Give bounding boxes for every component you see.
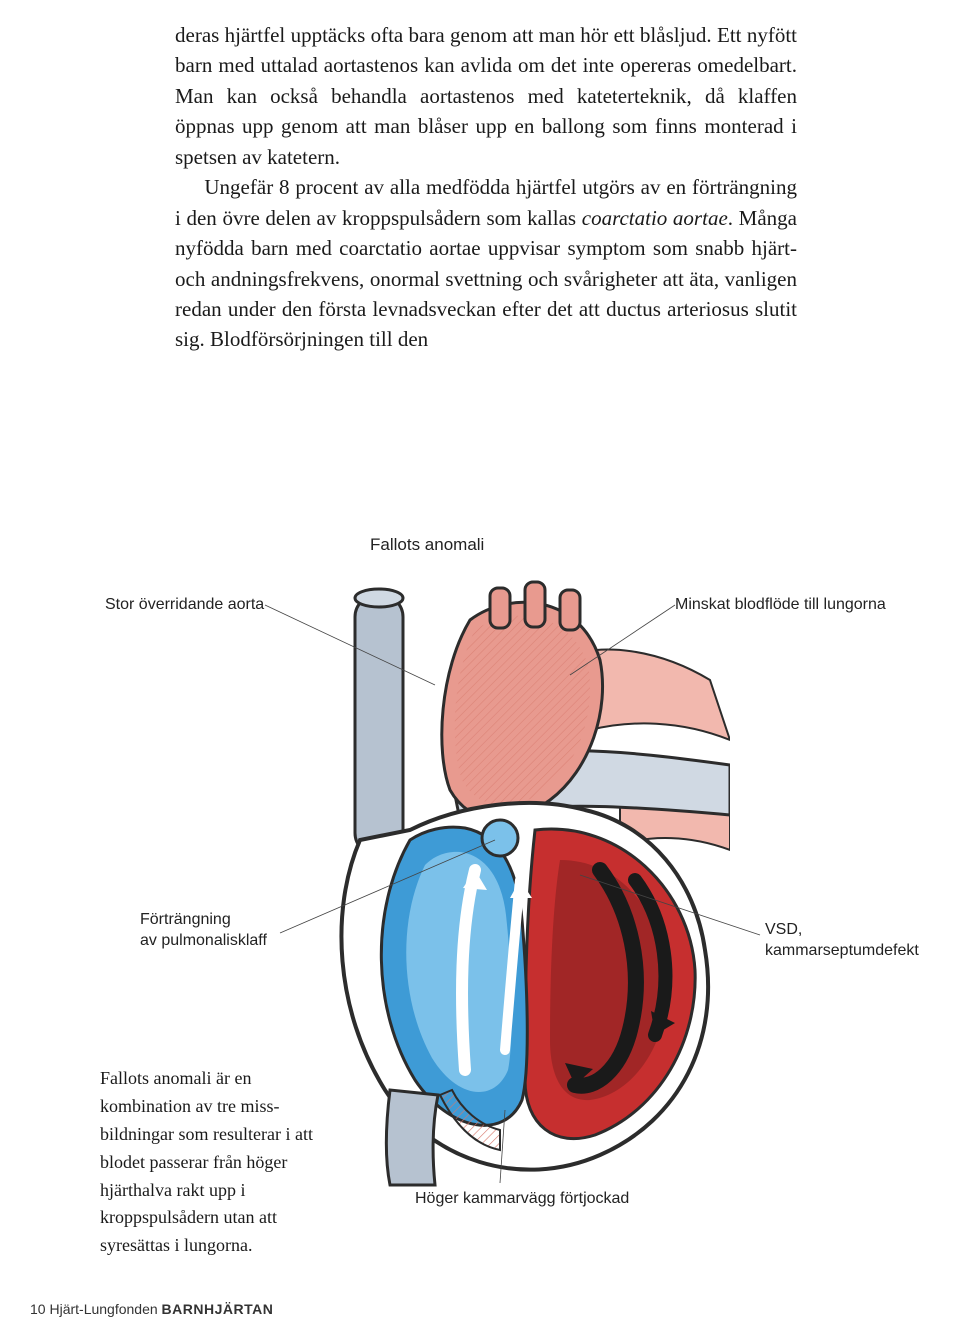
figure-caption: Fallots anomali är en kombination av tre…	[100, 1065, 325, 1260]
para-1: deras hjärtfel upptäcks ofta bara genom …	[175, 20, 797, 172]
label-overriding-aorta: Stor överridande aorta	[105, 595, 264, 616]
figure-fallots-anomali: Fallots anomali	[0, 535, 960, 1265]
label-reduced-lung-flow: Minskat blodflöde till lungorna	[675, 595, 886, 616]
body-text: deras hjärtfel upptäcks ofta bara genom …	[175, 20, 797, 355]
para-2: Ungefär 8 procent av alla medfödda hjärt…	[175, 172, 797, 355]
label-pulm-line1: Förträngning	[140, 911, 231, 928]
footer-section: BARNHJÄRTAN	[162, 1301, 274, 1317]
footer-org: Hjärt-Lungfonden	[49, 1301, 157, 1317]
label-pulm-line2: av pulmonalisklaff	[140, 932, 267, 949]
label-vsd: VSD, kammarseptumdefekt	[765, 920, 919, 962]
label-vsd-line2: kammarseptumdefekt	[765, 942, 919, 959]
para-1-text: deras hjärtfel upptäcks ofta bara genom …	[175, 23, 797, 169]
label-vsd-line1: VSD,	[765, 921, 802, 938]
page-footer: 10 Hjärt-Lungfonden BARNHJÄRTAN	[30, 1301, 273, 1317]
label-pulmonary-stenosis: Förträngning av pulmonalisklaff	[140, 910, 267, 952]
page-number: 10	[30, 1301, 46, 1317]
label-rv-hypertrophy: Höger kammarvägg förtjockad	[415, 1189, 629, 1210]
para-2-em: coarctatio aortae	[582, 206, 728, 230]
